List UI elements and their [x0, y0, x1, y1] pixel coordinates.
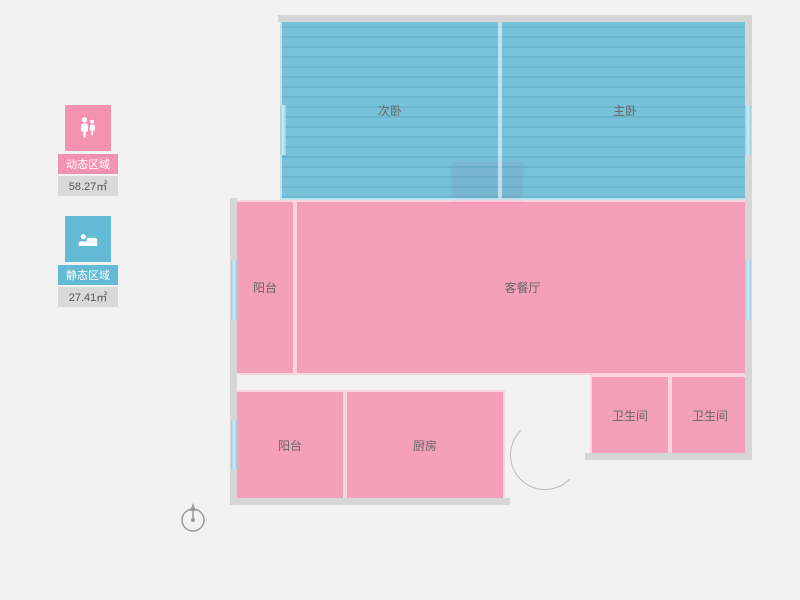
- window: [745, 260, 751, 320]
- people-icon: [65, 105, 111, 151]
- room-bathroom-2: 卫生间: [670, 375, 750, 455]
- window: [231, 420, 237, 470]
- legend-static-label: 静态区域: [58, 265, 118, 285]
- room-kitchen: 厨房: [345, 390, 505, 500]
- legend-dynamic-label: 动态区域: [58, 154, 118, 174]
- room-label: 阳台: [253, 279, 277, 296]
- wall: [230, 498, 510, 505]
- room-bathroom-1: 卫生间: [590, 375, 670, 455]
- room-label: 主卧: [613, 102, 637, 119]
- wall: [745, 15, 752, 460]
- wall: [585, 453, 752, 460]
- room-secondary-bedroom: 次卧: [280, 20, 500, 200]
- room-living-dining: 客餐厅: [295, 200, 750, 375]
- legend-static: 静态区域 27.41㎡: [58, 216, 118, 307]
- door-arc-icon: [510, 420, 580, 490]
- room-balcony-lower: 阳台: [235, 390, 345, 500]
- legend-static-value: 27.41㎡: [58, 287, 118, 307]
- room-master-bedroom: 主卧: [500, 20, 750, 200]
- room-label: 厨房: [413, 437, 437, 454]
- room-label: 客餐厅: [504, 279, 540, 296]
- legend: 动态区域 58.27㎡ 静态区域 27.41㎡: [58, 105, 118, 327]
- room-label: 卫生间: [612, 407, 648, 424]
- room-label: 阳台: [278, 437, 302, 454]
- legend-dynamic: 动态区域 58.27㎡: [58, 105, 118, 196]
- sleep-icon: [65, 216, 111, 262]
- floorplan: 卫生间卫生间厨房阳台阳台客餐厅主卧次卧: [235, 20, 750, 515]
- room-balcony-upper: 阳台: [235, 200, 295, 375]
- compass-icon: [175, 500, 211, 536]
- window: [231, 260, 237, 320]
- window: [280, 105, 286, 155]
- wall: [278, 15, 752, 22]
- room-label: 次卧: [378, 102, 402, 119]
- room-label: 卫生间: [692, 407, 728, 424]
- legend-dynamic-value: 58.27㎡: [58, 176, 118, 196]
- window: [745, 105, 751, 155]
